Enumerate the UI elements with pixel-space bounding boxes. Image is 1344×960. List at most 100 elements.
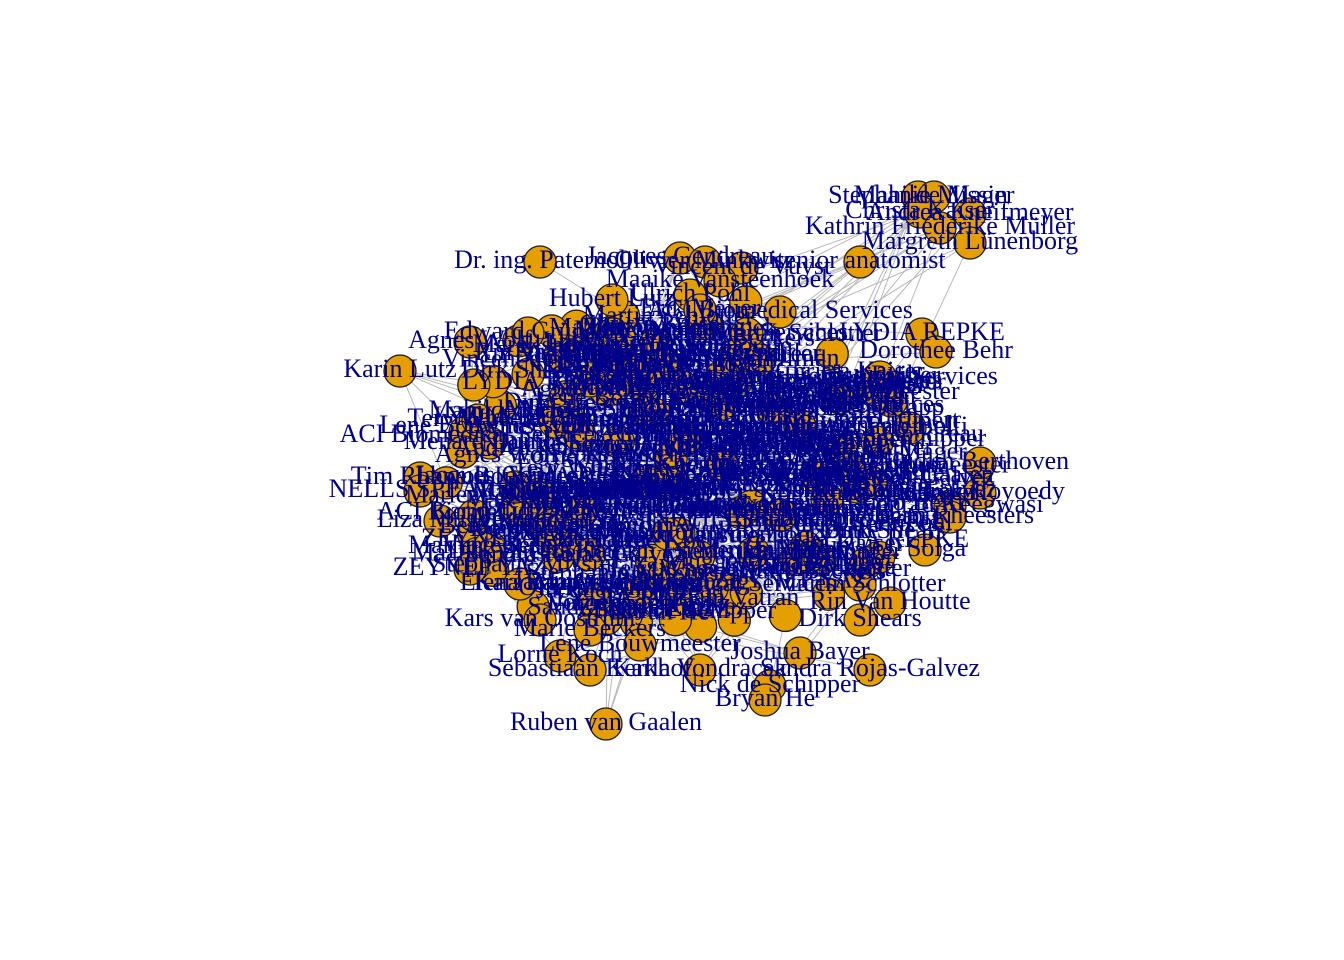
node-label: Rin Van Houtte — [809, 586, 970, 615]
graph-node — [729, 285, 763, 319]
node-label: Karin Lutz — [589, 570, 702, 599]
node-label: Marie Beckers — [514, 613, 666, 642]
graph-node — [595, 283, 629, 317]
graph-node — [665, 370, 700, 404]
node-label: Karla Vondracek — [812, 477, 986, 506]
node-label: Olivier Minkwitz — [563, 333, 744, 362]
node-label: Sandra Rojas-Galvez — [564, 468, 784, 497]
node-label: Hubert Lutz — [612, 439, 738, 468]
node-label: Mahilde Mager — [806, 436, 967, 465]
node-label: Carlo Belfi — [722, 379, 838, 408]
node-label: Lene Bouwmeester — [379, 410, 581, 439]
node-label: Tim Rohwolt — [351, 461, 490, 490]
graph-node — [503, 567, 537, 601]
node-label: Kathrin Friederike Müller — [576, 535, 846, 564]
node-label: Andrea Kneifmeyer — [471, 473, 679, 502]
node-label: Marlene Bernig — [405, 479, 569, 508]
node-label: Marie Beckers — [750, 386, 902, 415]
node-label: Martin Schlotter — [740, 553, 911, 582]
node-label: Johan Rheesters — [866, 500, 1034, 529]
node-label: Nick de Schipper — [680, 669, 861, 698]
graph-node — [457, 368, 491, 402]
node-label: Ulrich Pohl — [642, 344, 763, 373]
node-label: Kars van Oostrum — [445, 603, 636, 632]
node-label: Ulrich Pohl — [581, 486, 702, 515]
node-label: Bryan He — [822, 454, 922, 483]
node-label: Judith Berthoven — [596, 348, 774, 377]
node-label: Dr. ing. Paternol — [482, 492, 654, 521]
node-label: Lene Bouwmeester — [809, 449, 1011, 478]
node-label: Ruben van Gaalen — [510, 707, 702, 736]
node-label: ACI Biomedical Services — [377, 497, 643, 526]
graph-node — [573, 653, 607, 687]
node-label: Agnes Wolf — [408, 325, 532, 354]
node-label: Liza Mugge — [612, 546, 738, 575]
node-label: Sebastiaan Kerkhof — [674, 536, 879, 565]
node-label: Elsa Reiber — [721, 427, 842, 456]
node-label: LYDIA REPKE — [803, 524, 969, 553]
node-label: Vincent de Vuyst — [474, 503, 653, 532]
node-label: Menard Dumont — [499, 510, 672, 539]
node-label: Liza Mugge — [770, 551, 896, 580]
graph-node — [511, 316, 545, 350]
node-label: Judith Berthoven — [619, 390, 797, 419]
node-label: ACI Biomedical Services — [596, 418, 862, 447]
node-label: J. Solga — [539, 348, 622, 377]
graph-node — [602, 321, 637, 356]
node-label: Karin Lutz — [343, 354, 456, 383]
node-label: ZEYNEP YAZ — [421, 523, 576, 552]
graph-node — [803, 543, 837, 577]
graph-node — [737, 536, 771, 570]
node-label: Karin Lutz — [636, 367, 749, 396]
node-label: Maaike Vansteenhoek — [594, 520, 822, 549]
node-label: Erik Schiffman — [702, 426, 861, 455]
node-label: J. Solga — [884, 533, 967, 562]
node-label: Marlene Bernig — [780, 501, 944, 530]
node-label: Lene Bouwmeester — [535, 382, 737, 411]
graph-edge — [670, 458, 786, 616]
graph-node — [511, 357, 545, 392]
graph-node — [589, 707, 623, 741]
node-label: Carlo Belfi — [741, 548, 857, 577]
node-label: Dr. ing. Paternol — [747, 401, 919, 430]
node-label: Ulrich Pohl — [519, 475, 640, 504]
node-label: Martin Schlotter — [711, 318, 882, 347]
node-label: Edward Grünert — [791, 405, 960, 434]
graph-edge — [621, 316, 981, 494]
node-label: Bryan He — [723, 551, 823, 580]
graph-edge — [722, 464, 828, 500]
node-label: Dr. ing. Paternol — [540, 495, 712, 524]
node-label: NELLS SPEARS — [523, 348, 706, 377]
graph-edge — [399, 370, 447, 484]
node-label: senior anatomist — [484, 517, 656, 546]
node-label: Carlo Belfi — [606, 411, 722, 440]
graph-node — [658, 603, 693, 637]
graph-node — [923, 211, 957, 245]
node-label: Bryan He — [693, 370, 793, 399]
node-label: Vincent de Vuyst — [442, 344, 621, 373]
graph-node — [543, 639, 577, 673]
node-label: ZEYNEP YAZ — [706, 463, 861, 492]
node-label: Lorne Koch — [547, 587, 672, 616]
graph-edge — [618, 227, 941, 443]
node-label: Johan Rheesters — [546, 471, 714, 500]
node-label: senior anatomist — [774, 245, 946, 274]
node-label: Judith Berthoven — [568, 410, 746, 439]
node-label: Menard Dumont — [697, 493, 870, 522]
node-label: ZEYNEP YAZ — [624, 410, 779, 439]
node-label: Jacques Gendreau — [638, 339, 826, 368]
node-label: ACI Biomedical Services — [679, 389, 945, 418]
node-label: Vincent de Vuyst — [660, 434, 839, 463]
node-label: Rin Van Houtte — [566, 517, 727, 546]
node-label: Mirjam Vatran — [705, 380, 857, 409]
graph-labels: Judith Berthoven Kars van Oostrum Carlo Be… — [329, 180, 1079, 736]
graph-edge — [621, 211, 921, 317]
node-label: Hubert Lutz — [629, 381, 755, 410]
node-label: Stephanie Missin — [569, 363, 749, 392]
node-label: Konrad Keegwasi — [857, 489, 1044, 518]
graph-edge — [877, 441, 981, 464]
node-label: Sandra Rojas-Galvez — [547, 371, 767, 400]
node-label: Martin Schlotter — [774, 568, 945, 597]
node-label: Bert Berhalter — [746, 543, 894, 572]
graph-node — [768, 598, 802, 633]
